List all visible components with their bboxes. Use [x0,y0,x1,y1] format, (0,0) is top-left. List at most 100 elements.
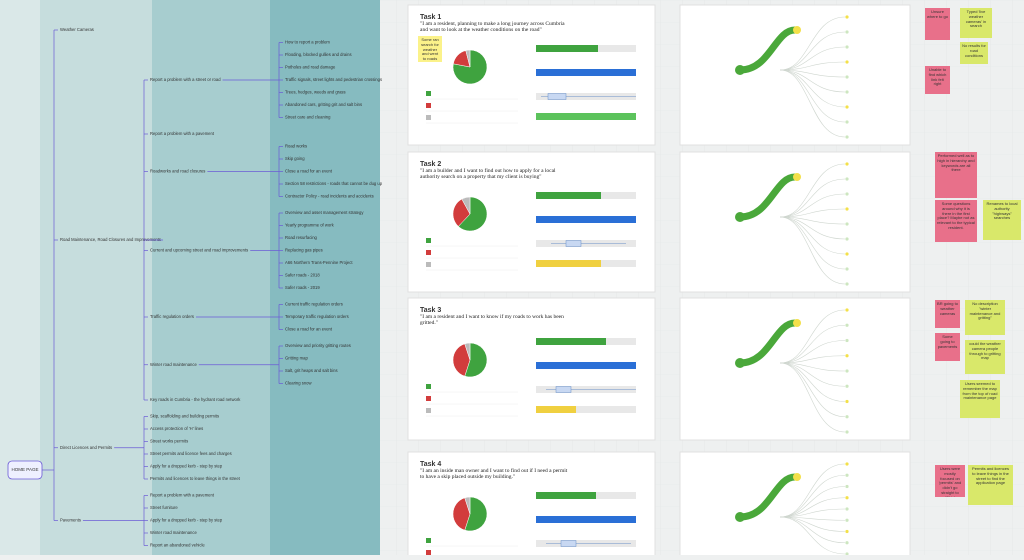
sticky-note-box: Some going to pavements [935,333,960,361]
flow-node [845,222,849,226]
legend-swatch [426,103,431,108]
pie-slice [465,49,471,68]
sticky-note: Some questions around why it is there in… [935,200,977,242]
sticky-note: Renames to local authority "highways" se… [983,200,1021,240]
flow-node [845,60,849,64]
sitemap-node: Winter road maintenance [150,362,197,367]
pie-slice [464,342,488,378]
task-title: Task 1 [420,14,441,21]
sticky-note-box: Unsure where to go [925,8,950,40]
flow-end [793,319,801,327]
flow-branch [779,69,846,123]
flow-node [845,15,849,19]
sticky-note: Some ran search for weather and went to … [418,36,442,62]
flow-node [845,308,849,312]
sticky-note: No results for road conditions [960,42,988,64]
flow-card [679,451,911,560]
sticky-note-box: No results for road conditions [960,42,988,64]
flow-end [793,26,801,34]
flow-main [736,473,799,521]
bar [536,45,598,52]
bar [536,338,606,345]
sitemap-node: Road works [285,144,307,149]
sitemap-node: Abandoned cars, gritting grit and salt b… [285,102,362,107]
flow-node [845,384,849,388]
sitemap-node: Road resurfacing [285,235,318,240]
pie-slice [464,342,471,361]
sitemap: Weather Cameras How to report a problem Fl… [7,27,383,548]
flow-branch [779,216,846,240]
flow-node [845,177,849,181]
box [565,240,582,247]
sticky-note: No description "winter maintenance and g… [965,300,1005,335]
flow-node [845,473,849,477]
sitemap-node: Flooding, blocked gullies and drains [285,52,352,57]
sitemap-node: Report a problem with a pavement [150,131,215,136]
sitemap-node: Skip, scaffolding and building permits [150,414,219,419]
flow-branch [779,46,846,71]
sitemap-node: Pavements [60,518,81,523]
flow-start [735,65,745,75]
flow-card [679,151,911,293]
flow-branch [779,216,846,285]
flow-branch [779,324,846,364]
flow-node [845,399,849,404]
sitemap-node: Permits and licences to leave things in … [150,476,241,481]
legend-swatch [426,250,431,255]
sitemap-node: Skip going [285,156,305,161]
flow-node [845,518,849,522]
pie-slice [452,198,471,227]
flow-branch [779,69,846,93]
pie-slice [452,497,471,531]
flow-branch [779,340,846,364]
bar [536,113,636,120]
flow-node [845,135,849,139]
panel-col [40,0,152,555]
task-question-box: "I am an inside man owner and I want to … [420,468,567,480]
sticky-note-box: BR going to weather cameras [935,300,960,328]
flow-branch [779,362,846,387]
box [560,540,577,547]
bar [536,362,636,369]
flow-card [679,4,911,146]
flow-branch [779,193,846,218]
flow-branch [779,463,846,518]
flow-node [845,237,849,241]
flow-branch [779,69,846,108]
sitemap-node: Key roads in Cumbria - the hydrant road … [150,397,241,402]
sticky-note-box: Unable to find which link felt right [925,66,950,94]
flow-node [845,541,849,545]
flow-main [736,26,799,74]
bar [536,406,576,413]
sticky-note-box: No description "winter maintenance and g… [965,300,1005,335]
flow-node [845,338,849,343]
flow-branch [779,216,846,225]
sitemap-node: Street works permits [150,439,188,444]
flow-start [735,212,745,222]
flow-node [845,323,849,327]
sitemap-node: Clearing snow [285,381,313,386]
flow-node [845,354,849,358]
flow-branch [779,178,846,218]
sticky-note-box: Renames to local authority "highways" se… [983,200,1021,240]
sitemap-node: A66 Northern Trans-Pennine Project [285,260,353,265]
sticky-note-box: Users seemed to remember the map from th… [960,380,1000,418]
task-title: Task 3 [420,307,441,314]
flow-branch [779,61,846,71]
flow-node [845,267,849,271]
flow-node [845,207,849,211]
sticky-note: Some going to pavements [935,333,960,361]
flow-start [735,358,745,368]
task-question-box: "I am a builder and I want to find out h… [420,168,556,180]
task-title: Task 4 [420,461,441,468]
flow-branch [779,508,846,518]
sticky-note: Unsure where to go [925,8,950,40]
pie-slice [464,496,488,532]
flow-branch [779,216,846,255]
sitemap-node: Traffic regulation orders [150,314,194,319]
flow-node [845,105,849,109]
sitemap-node: Yearly programme of work [285,223,335,228]
sitemap-node: Report an abandoned vehicle [150,543,205,548]
flow-node [845,484,849,489]
bar [536,516,636,523]
